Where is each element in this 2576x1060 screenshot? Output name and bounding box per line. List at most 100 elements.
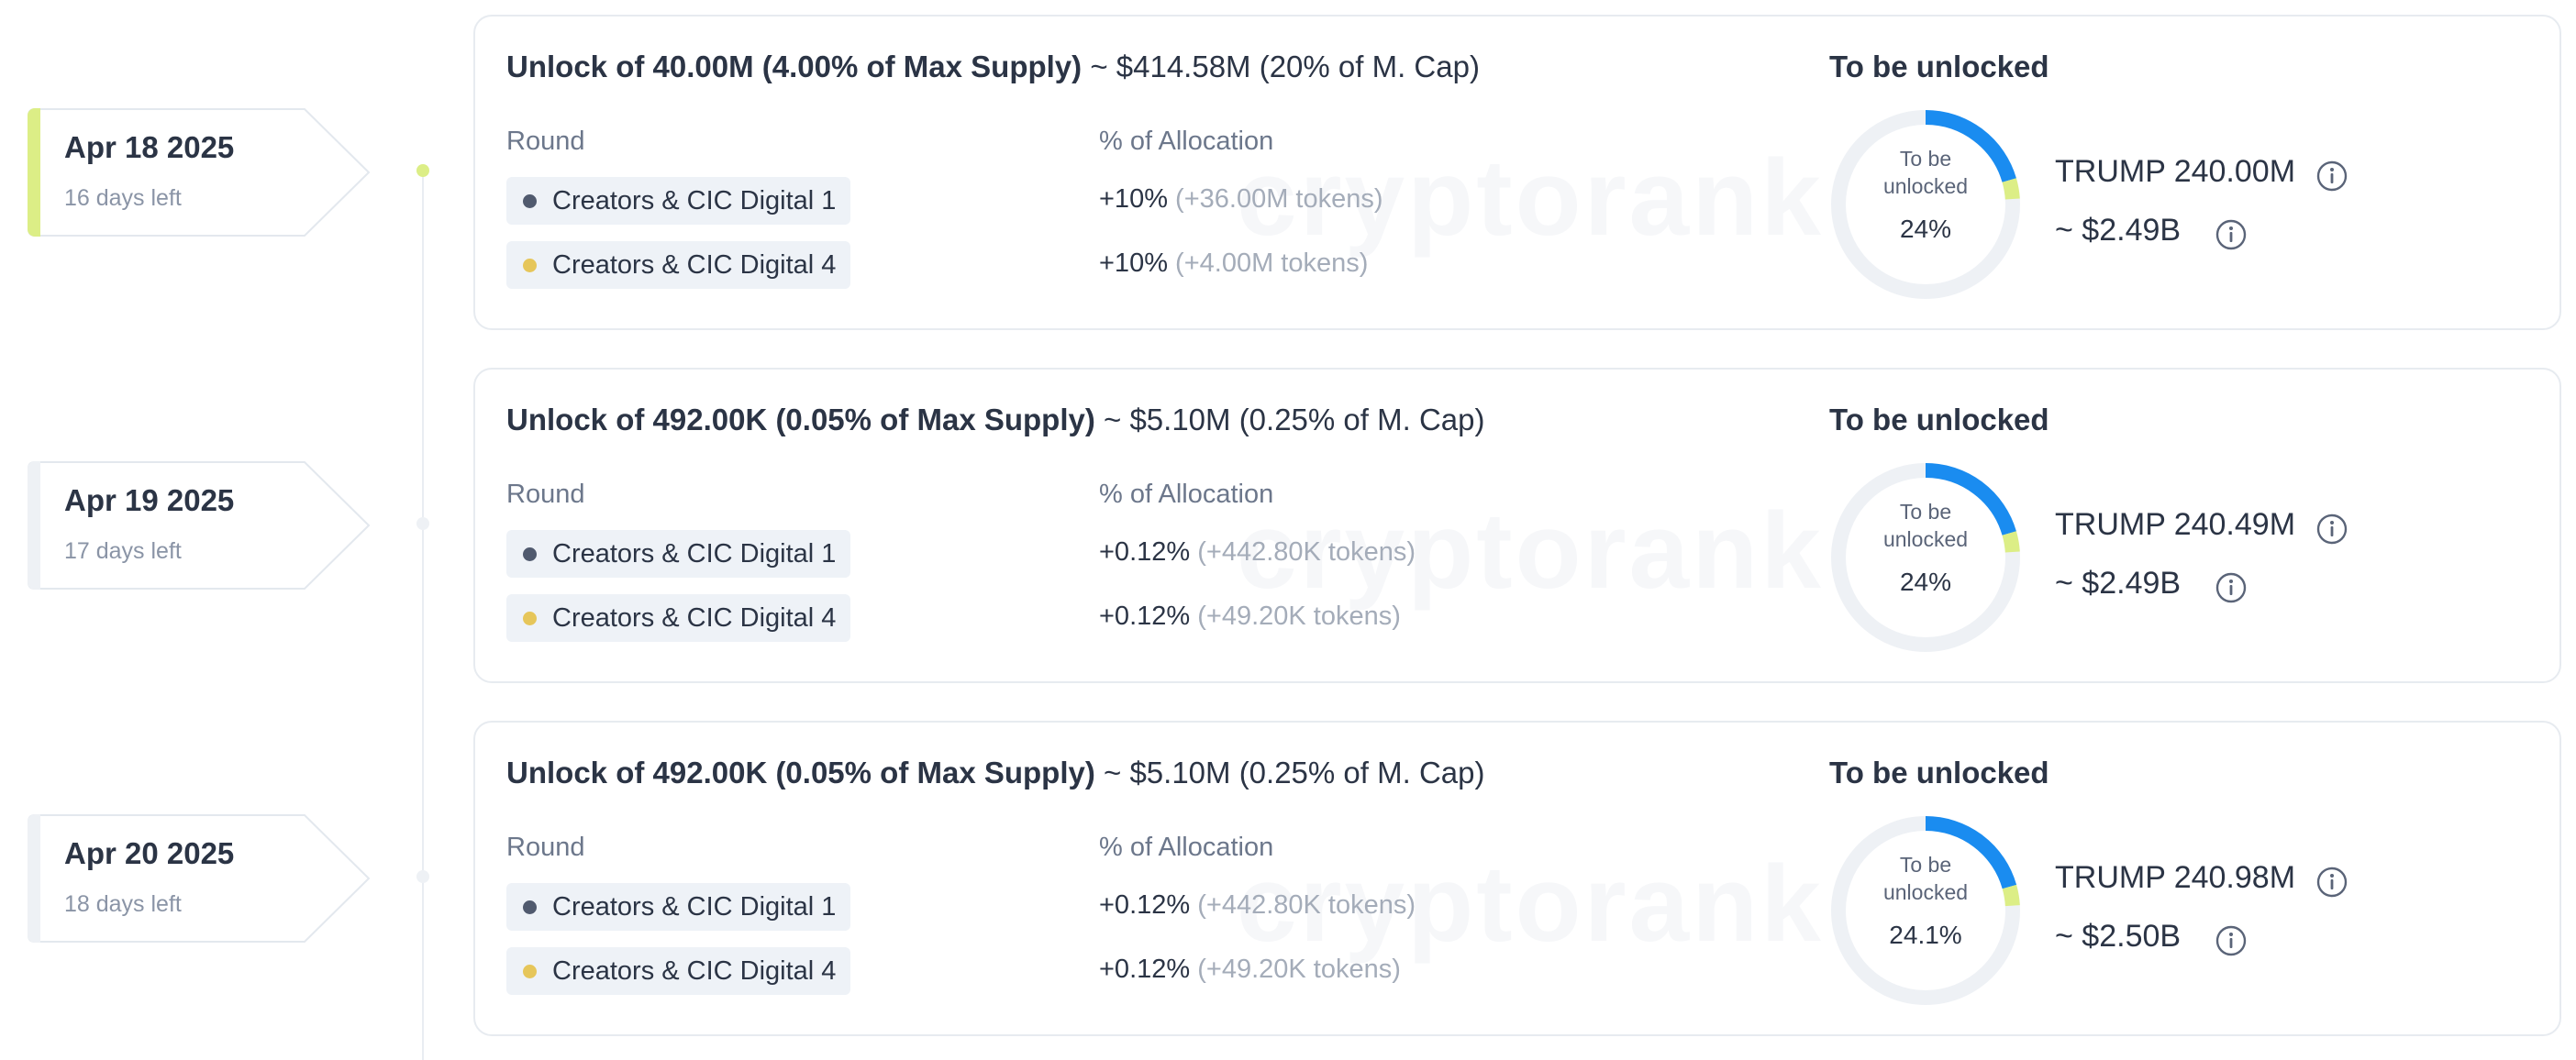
unlock-title-value: ~ $414.58M (20% of M. Cap) [1090, 50, 1480, 83]
unlock-token-amount: TRUMP 240.98M [2055, 860, 2296, 895]
unlock-token-amount: TRUMP 240.00M [2055, 154, 2296, 189]
donut-percent: 24.1% [1889, 921, 1962, 949]
unlock-date: Apr 20 2025 [64, 836, 235, 870]
allocation-value: +0.12% (+442.80K tokens) [1099, 537, 1416, 568]
round-name: Creators & CIC Digital 1 [552, 892, 837, 922]
date-accent-bar [28, 108, 40, 237]
round-column-label: Round [506, 480, 585, 509]
round-name: Creators & CIC Digital 4 [552, 603, 837, 633]
donut-caption: To be unlocked [1882, 500, 1969, 551]
unlock-usd-value: ~ $2.50B [2055, 919, 2182, 954]
date-tag: Apr 18 2025 16 days left [28, 108, 372, 237]
allocation-value: +10% (+36.00M tokens) [1099, 184, 1383, 215]
info-icon[interactable] [2315, 513, 2348, 546]
donut-next-unlock-arc [1831, 463, 2020, 652]
unlock-token-amount: TRUMP 240.49M [2055, 507, 2296, 542]
info-icon[interactable] [2215, 218, 2248, 251]
round-chip: Creators & CIC Digital 1 [506, 883, 851, 931]
round-chip: Creators & CIC Digital 1 [506, 530, 851, 578]
date-tag: Apr 19 2025 17 days left [28, 461, 372, 590]
unlock-title: Unlock of 492.00K (0.05% of Max Supply) … [506, 403, 1484, 437]
days-left: 17 days left [64, 538, 182, 564]
unlock-donut-chart [1831, 463, 2020, 652]
allocation-value: +0.12% (+49.20K tokens) [1099, 955, 1401, 985]
allocation-column-label: % of Allocation [1099, 127, 1274, 156]
allocation-percent: +10% [1099, 184, 1168, 214]
allocation-tokens: (+49.20K tokens) [1197, 602, 1401, 631]
round-color-dot [523, 900, 537, 914]
round-color-dot [523, 965, 537, 978]
unlock-title-amount: Unlock of 40.00M (4.00% of Max Supply) [506, 50, 1083, 83]
unlock-title-amount: Unlock of 492.00K (0.05% of Max Supply) [506, 756, 1095, 789]
allocation-column-label: % of Allocation [1099, 480, 1274, 509]
round-name: Creators & CIC Digital 1 [552, 539, 837, 569]
allocation-tokens: (+49.20K tokens) [1197, 955, 1401, 984]
donut-unlocked-arc [1831, 110, 2020, 299]
round-name: Creators & CIC Digital 4 [552, 250, 837, 280]
info-icon[interactable] [2315, 866, 2348, 899]
round-color-dot [523, 547, 537, 561]
round-chip: Creators & CIC Digital 4 [506, 947, 851, 995]
donut-percent: 24% [1899, 215, 1952, 243]
allocation-percent: +10% [1099, 248, 1168, 278]
date-tag-shape [28, 108, 371, 237]
donut-caption: To be unlocked [1882, 853, 1969, 904]
allocation-percent: +0.12% [1099, 955, 1191, 984]
date-tag: Apr 20 2025 18 days left [28, 814, 372, 943]
round-column-label: Round [506, 833, 585, 862]
days-left: 16 days left [64, 185, 182, 211]
unlock-usd-value: ~ $2.49B [2055, 213, 2182, 248]
round-chip: Creators & CIC Digital 4 [506, 594, 851, 642]
unlock-donut-chart [1831, 110, 2020, 299]
allocation-value: +0.12% (+49.20K tokens) [1099, 602, 1401, 632]
to-be-unlocked-heading: To be unlocked [1829, 403, 2049, 436]
unlock-donut-chart [1831, 816, 2020, 1005]
donut-percent: 24% [1899, 568, 1952, 596]
unlock-title-amount: Unlock of 492.00K (0.05% of Max Supply) [506, 403, 1095, 436]
unlock-title: Unlock of 492.00K (0.05% of Max Supply) … [506, 756, 1484, 790]
allocation-tokens: (+4.00M tokens) [1175, 248, 1369, 278]
to-be-unlocked-heading: To be unlocked [1829, 756, 2049, 789]
donut-next-unlock-arc [1831, 816, 2020, 1005]
round-name: Creators & CIC Digital 4 [552, 956, 837, 986]
unlock-card: cryptorank Unlock of 492.00K (0.05% of M… [473, 721, 2561, 1036]
unlock-date: Apr 18 2025 [64, 130, 235, 164]
round-chip: Creators & CIC Digital 1 [506, 177, 851, 225]
allocation-percent: +0.12% [1099, 537, 1191, 567]
allocation-column-label: % of Allocation [1099, 833, 1274, 862]
allocation-value: +10% (+4.00M tokens) [1099, 248, 1368, 279]
round-color-dot [523, 259, 537, 272]
unlock-usd-value: ~ $2.49B [2055, 566, 2182, 601]
round-column-label: Round [506, 127, 585, 156]
donut-unlocked-arc [1831, 463, 2020, 652]
info-icon[interactable] [2315, 160, 2348, 193]
info-icon[interactable] [2215, 571, 2248, 604]
unlock-title-value: ~ $5.10M (0.25% of M. Cap) [1104, 403, 1485, 436]
days-left: 18 days left [64, 891, 182, 917]
donut-next-unlock-arc [1831, 110, 2020, 299]
allocation-tokens: (+442.80K tokens) [1197, 890, 1416, 920]
round-name: Creators & CIC Digital 1 [552, 186, 837, 215]
allocation-tokens: (+36.00M tokens) [1175, 184, 1383, 214]
timeline-dot [416, 164, 429, 177]
to-be-unlocked-heading: To be unlocked [1829, 50, 2049, 83]
allocation-tokens: (+442.80K tokens) [1197, 537, 1416, 567]
round-color-dot [523, 612, 537, 625]
donut-unlocked-arc [1831, 816, 2020, 1005]
timeline-dot [416, 870, 429, 883]
unlock-card: cryptorank Unlock of 40.00M (4.00% of Ma… [473, 15, 2561, 330]
unlock-title-value: ~ $5.10M (0.25% of M. Cap) [1104, 756, 1485, 789]
date-tag-shape [28, 814, 371, 943]
donut-caption: To be unlocked [1882, 147, 1969, 198]
date-accent-bar [28, 814, 40, 943]
allocation-percent: +0.12% [1099, 602, 1191, 631]
date-accent-bar [28, 461, 40, 590]
timeline-line [422, 171, 424, 1060]
date-tag-shape [28, 461, 371, 590]
unlock-card: cryptorank Unlock of 492.00K (0.05% of M… [473, 368, 2561, 683]
info-icon[interactable] [2215, 924, 2248, 957]
round-chip: Creators & CIC Digital 4 [506, 241, 851, 289]
allocation-value: +0.12% (+442.80K tokens) [1099, 890, 1416, 921]
timeline-dot [416, 517, 429, 530]
